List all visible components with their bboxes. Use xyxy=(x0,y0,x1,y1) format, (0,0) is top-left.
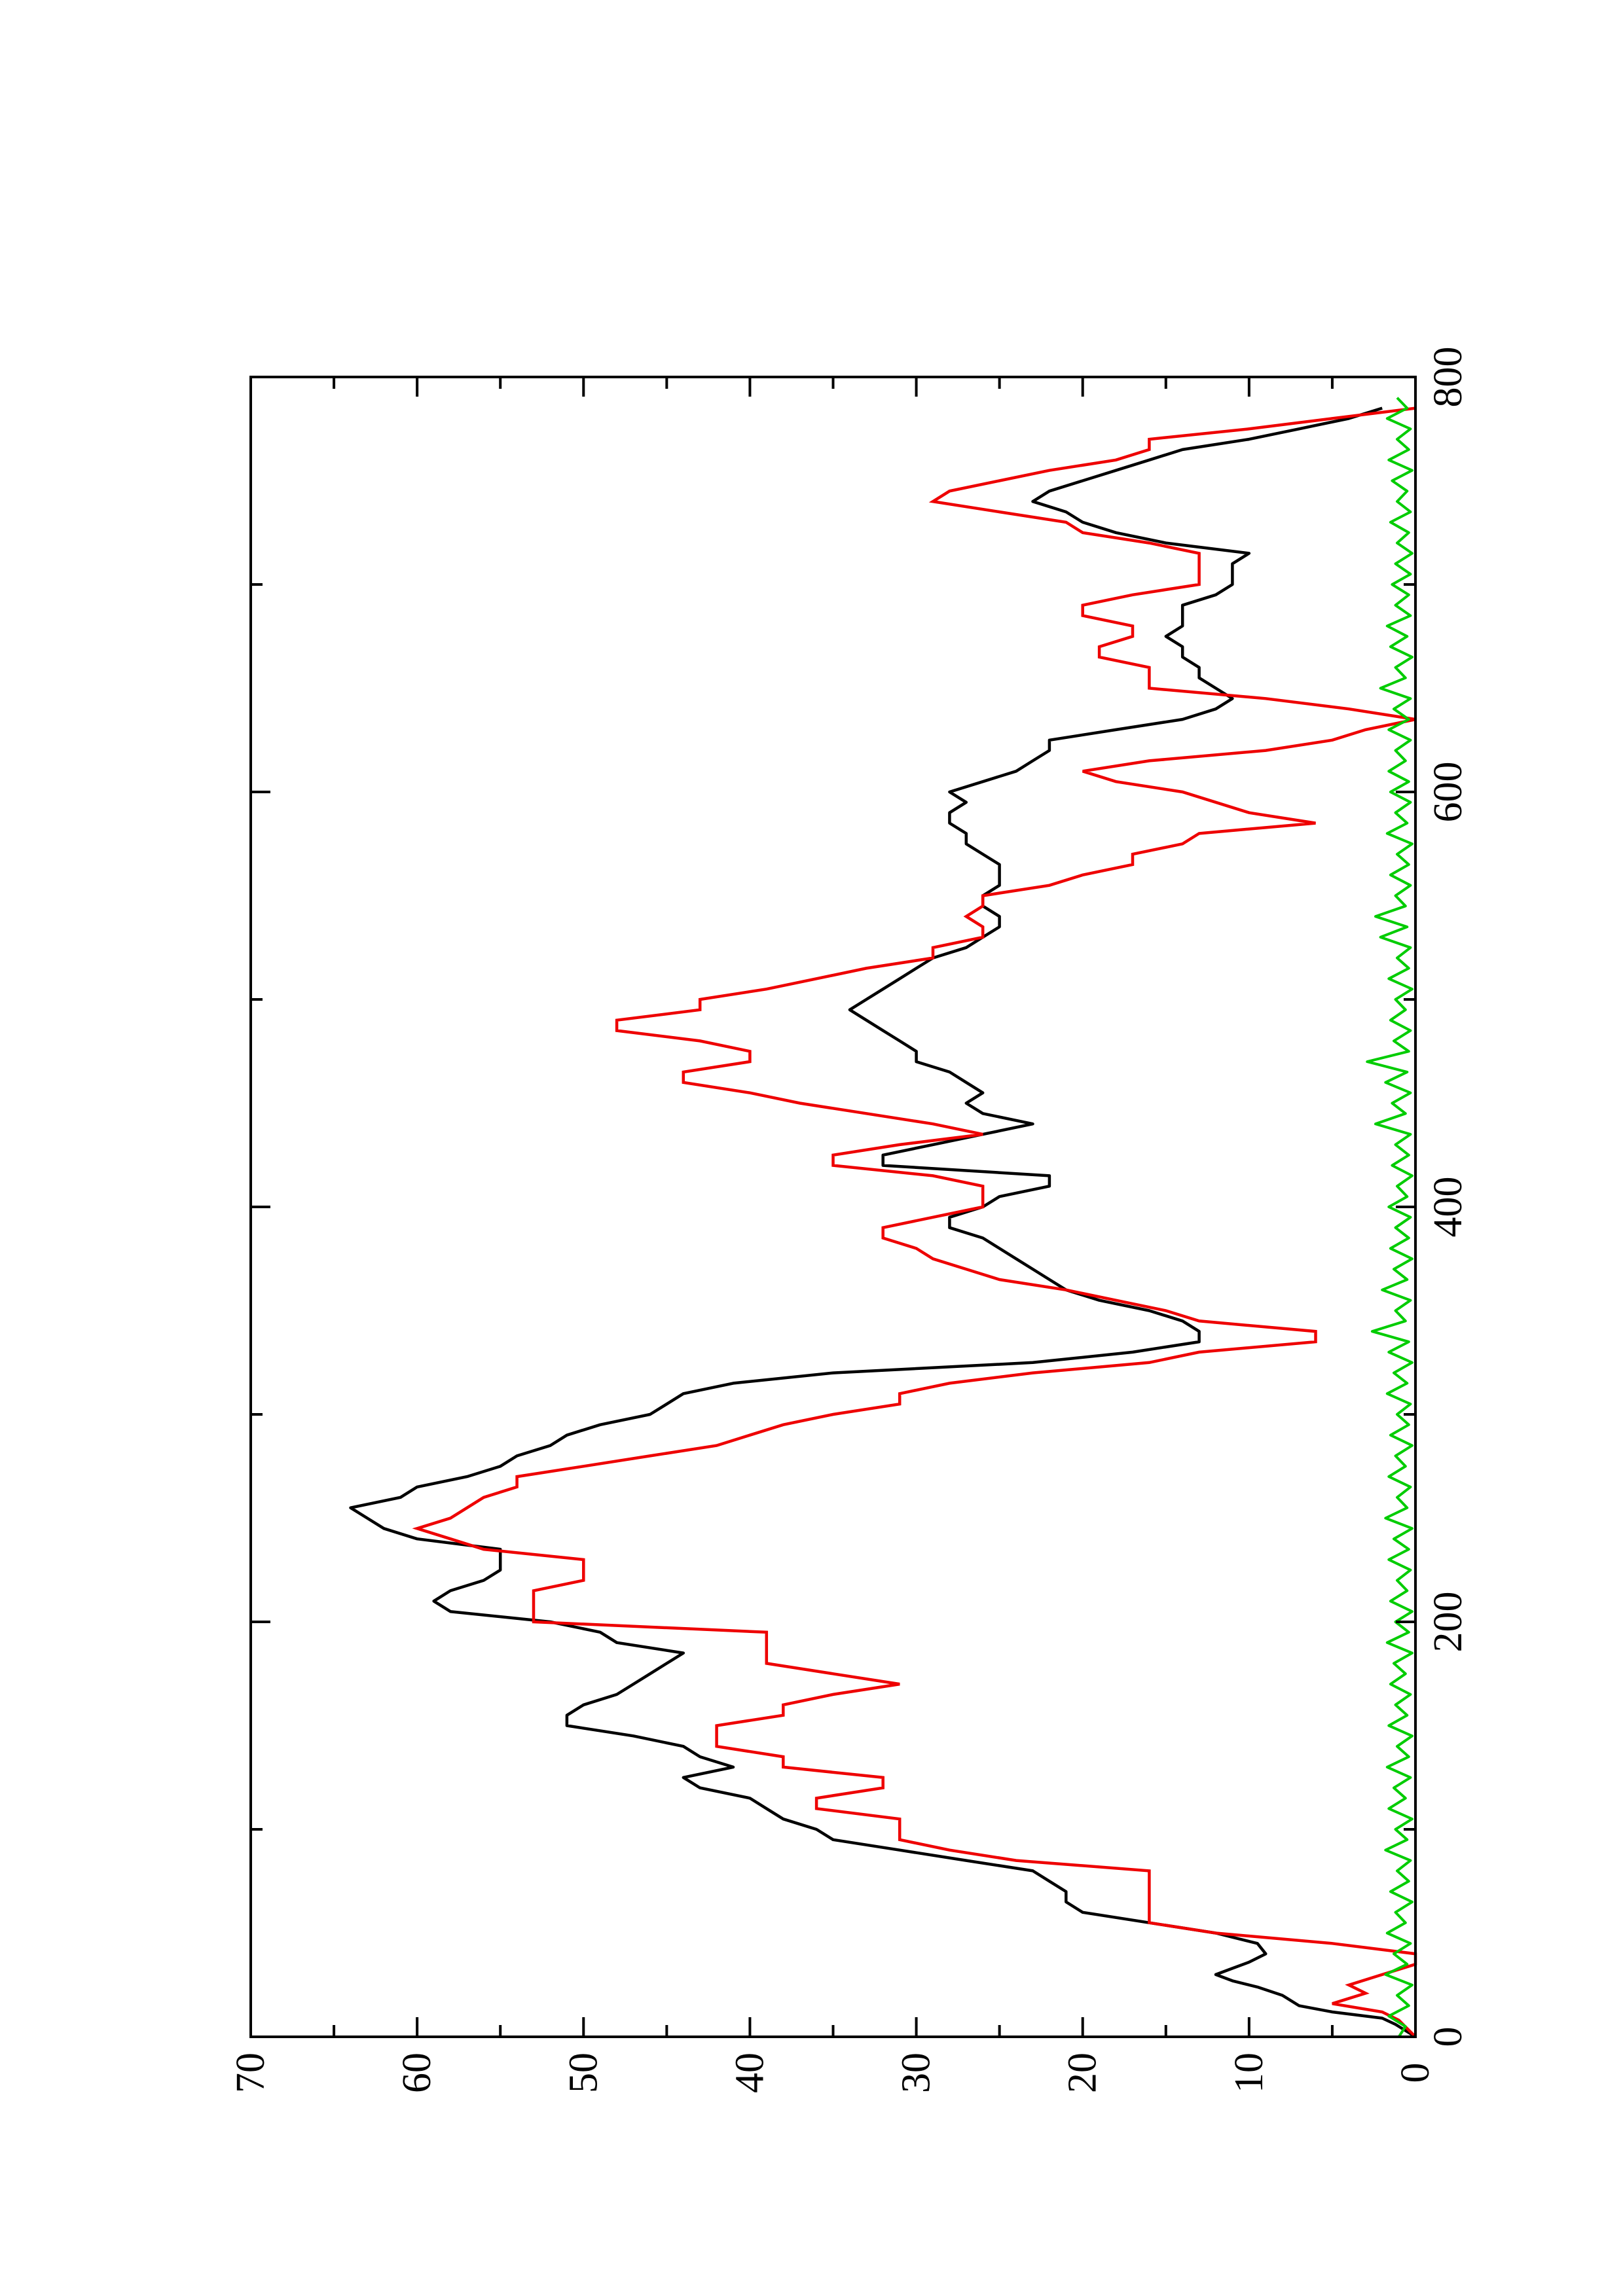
x-tick-label: 400 xyxy=(1426,1177,1470,1238)
series-line-3 xyxy=(1366,397,1413,2038)
series-layer xyxy=(349,397,1417,2038)
series-line-2 xyxy=(412,406,1417,2038)
x-tick-label: 600 xyxy=(1426,762,1470,823)
y-tick-label: 50 xyxy=(561,2053,606,2093)
series-line-1 xyxy=(349,406,1417,2038)
x-tick-label: 0 xyxy=(1426,2027,1470,2047)
y-tick-label: 20 xyxy=(1061,2053,1105,2093)
y-tick-label: 40 xyxy=(727,2053,772,2093)
y-tick-label: 0 xyxy=(1393,2063,1438,2083)
x-tick-label: 800 xyxy=(1426,347,1470,408)
x-tick-label: 200 xyxy=(1426,1592,1470,1653)
y-tick-label: 60 xyxy=(395,2053,439,2093)
y-tick-label: 30 xyxy=(894,2053,939,2093)
plot-frame xyxy=(249,376,1417,2038)
tick-label-layer: 0 200 400 600 800 0 10 20 30 40 50 60 70 xyxy=(228,347,1470,2094)
y-tick-label: 10 xyxy=(1227,2053,1271,2093)
y-tick-label: 70 xyxy=(228,2053,273,2093)
